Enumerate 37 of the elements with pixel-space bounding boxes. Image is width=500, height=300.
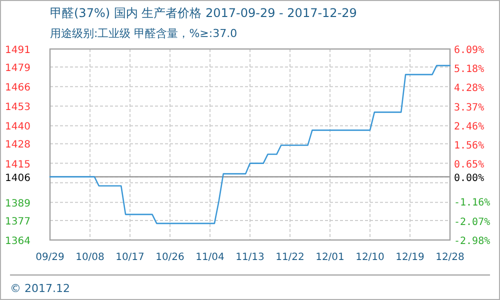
x-tick-label: 12/28 <box>436 252 464 263</box>
line-series <box>49 64 451 224</box>
y2-tick-label: 0.00% <box>454 173 484 184</box>
y2-tick-label: 2.46% <box>454 121 484 132</box>
y-tick-label: 1364 <box>5 236 30 247</box>
x-tick-label: 10/08 <box>76 252 104 263</box>
chart-title: 甲醛(37%) 国内 生产者价格 2017-09-29 - 2017-12-29 <box>50 6 357 20</box>
y-tick-label: 1491 <box>5 45 30 56</box>
y-tick-label: 1377 <box>5 216 30 228</box>
y-tick-label: 1415 <box>5 159 30 170</box>
x-tick-label: 12/10 <box>356 252 384 263</box>
y2-tick-label: -1.16% <box>454 198 490 209</box>
x-tick-label: 11/22 <box>276 252 304 263</box>
x-tick-label: 11/13 <box>236 252 264 263</box>
y-tick-label: 1440 <box>5 122 30 133</box>
y-tick-label: 1466 <box>5 82 30 94</box>
y-tick-label: 1453 <box>5 102 30 114</box>
y2-tick-label: 5.18% <box>454 64 484 76</box>
y2-tick-label: 6.09% <box>454 45 484 56</box>
chart-subtitle: 用途级别:工业级 甲醛含量，%≥:37.0 <box>50 27 238 40</box>
x-tick-label: 10/26 <box>156 252 184 263</box>
y-tick-label: 1389 <box>5 198 30 210</box>
y2-tick-label: -2.07% <box>454 216 490 228</box>
y2-tick-label: 4.28% <box>454 83 484 94</box>
y-tick-label: 1428 <box>5 140 30 151</box>
x-tick-label: 09/29 <box>36 252 64 263</box>
y2-tick-label: -2.98% <box>454 236 490 247</box>
text: © 2017.12 <box>10 282 70 295</box>
x-tick-label: 12/01 <box>316 252 344 263</box>
y2-tick-label: 3.37% <box>454 102 484 114</box>
x-tick-label: 10/17 <box>116 252 144 263</box>
y2-tick-label: 0.65% <box>454 160 484 171</box>
y2-tick-label: 1.56% <box>454 140 484 152</box>
y-tick-label: 1406 <box>5 172 30 184</box>
y-tick-label: 1479 <box>5 63 30 74</box>
x-tick-label: 12/19 <box>396 252 424 263</box>
x-tick-label: 11/04 <box>196 252 224 263</box>
